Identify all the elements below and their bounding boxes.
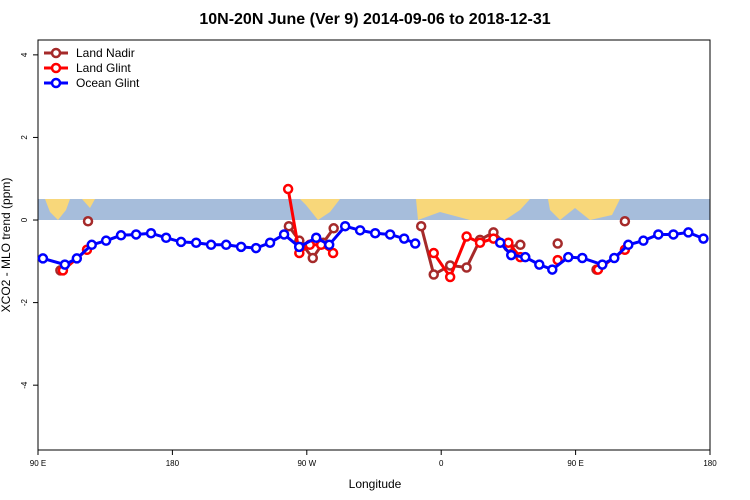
series-point xyxy=(515,239,526,251)
x-tick-label: 90 E xyxy=(30,459,46,468)
series-point xyxy=(37,253,49,264)
y-axis-label: XCO2 - MLO trend (ppm) xyxy=(0,178,13,313)
legend-label: Land Glint xyxy=(76,61,131,75)
series-point xyxy=(278,229,290,240)
series-point xyxy=(307,252,319,264)
series-point xyxy=(327,247,339,259)
series-point xyxy=(534,259,545,270)
x-axis-label: Longitude xyxy=(349,477,402,491)
series-point xyxy=(175,236,187,248)
series-point xyxy=(577,252,588,264)
y-tick-label: 4 xyxy=(20,52,29,57)
series-point xyxy=(623,239,634,251)
series-point xyxy=(461,231,472,242)
series-point xyxy=(415,220,427,232)
series-point xyxy=(86,239,98,251)
series-point xyxy=(444,271,456,283)
series-point xyxy=(82,216,94,227)
series-point xyxy=(668,229,679,240)
series-point xyxy=(638,235,649,246)
y-tick-label: -4 xyxy=(20,381,29,389)
series-point xyxy=(130,229,142,240)
x-tick-label: 0 xyxy=(439,459,444,468)
legend-label: Land Nadir xyxy=(76,46,135,60)
map-band xyxy=(38,199,710,220)
series-point xyxy=(339,220,351,232)
series-point xyxy=(494,237,506,248)
y-tick-label: -2 xyxy=(20,298,29,306)
series-point xyxy=(115,230,127,241)
series-point xyxy=(293,241,305,253)
series-point xyxy=(384,229,396,240)
x-tick-label: 90 E xyxy=(567,459,583,468)
series-point xyxy=(190,237,202,248)
series-point xyxy=(698,233,709,244)
series-point xyxy=(461,262,472,273)
y-tick-label: 2 xyxy=(20,135,29,140)
series-point xyxy=(282,183,294,195)
series-point xyxy=(235,241,247,253)
series-point xyxy=(328,223,339,234)
series-point xyxy=(323,239,335,251)
series-point xyxy=(597,259,608,270)
series-point xyxy=(619,216,631,227)
series-point xyxy=(145,227,157,239)
series-point xyxy=(71,253,83,264)
x-tick-label: 180 xyxy=(703,459,717,468)
series-point xyxy=(409,238,421,249)
series-point xyxy=(683,227,694,238)
x-tick-label: 90 W xyxy=(297,459,316,468)
plot-frame xyxy=(37,39,711,451)
series-point xyxy=(160,232,172,244)
x-tick-label: 180 xyxy=(166,459,180,468)
legend-label: Ocean Glint xyxy=(76,76,140,90)
map-land xyxy=(45,199,620,220)
series-point xyxy=(283,220,295,232)
series-point xyxy=(398,233,410,244)
series-point xyxy=(354,225,366,236)
legend-swatch-point xyxy=(50,62,62,74)
series-point xyxy=(505,249,517,261)
y-tick-label: 0 xyxy=(20,217,29,222)
chart-title: 10N-20N June (Ver 9) 2014-09-06 to 2018-… xyxy=(199,11,550,28)
series-point xyxy=(250,242,262,254)
series-point xyxy=(547,264,558,275)
series-point xyxy=(220,239,232,251)
series-point xyxy=(474,237,486,248)
series-point xyxy=(205,239,217,251)
legend-swatch-point xyxy=(50,77,62,89)
series-point xyxy=(59,259,71,270)
series-point xyxy=(653,229,664,240)
series-point xyxy=(264,237,276,248)
series-point xyxy=(503,237,514,248)
series-point xyxy=(100,235,112,246)
series-point xyxy=(310,232,322,244)
map-ocean xyxy=(38,199,710,220)
series-point xyxy=(552,238,563,249)
series-point xyxy=(369,227,381,239)
series-point xyxy=(428,269,439,280)
series-point xyxy=(563,251,574,263)
series-point xyxy=(609,252,620,264)
series-point xyxy=(428,247,439,259)
series-point xyxy=(520,251,531,263)
legend-swatch-point xyxy=(50,47,62,59)
